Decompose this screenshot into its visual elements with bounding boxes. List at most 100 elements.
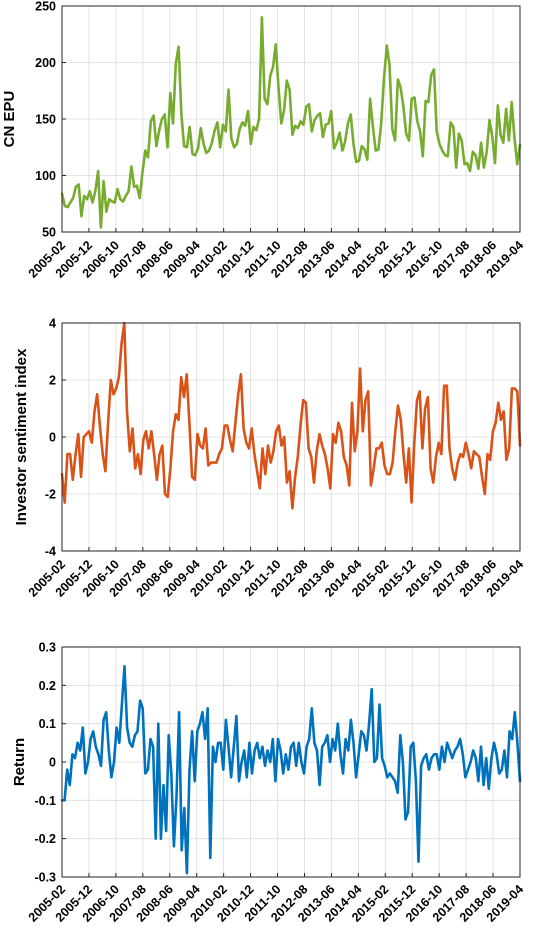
data-point: [339, 132, 340, 133]
data-point: [422, 156, 423, 157]
data-point: [220, 147, 221, 148]
data-point: [303, 773, 304, 774]
data-point: [178, 419, 179, 420]
data-point: [346, 465, 347, 466]
data-point: [420, 131, 421, 132]
data-point: [514, 712, 515, 713]
data-point: [327, 468, 328, 469]
data-point: [69, 784, 70, 785]
data-point: [379, 704, 380, 705]
data-point: [111, 777, 112, 778]
data-point: [254, 750, 255, 751]
data-point: [100, 227, 101, 228]
data-point: [423, 758, 424, 759]
data-point: [471, 468, 472, 469]
data-point: [136, 185, 137, 186]
data-point: [479, 456, 480, 457]
data-point: [142, 172, 143, 173]
data-point: [480, 746, 481, 747]
data-point: [80, 476, 81, 477]
data-point: [135, 468, 136, 469]
y-tick-label: 200: [35, 56, 56, 70]
data-point: [316, 451, 317, 452]
data-point: [225, 719, 226, 720]
data-point: [64, 800, 65, 801]
data-point: [335, 442, 336, 443]
data-point: [183, 397, 184, 398]
data-point: [472, 151, 473, 152]
y-tick-label: 50: [42, 226, 56, 240]
data-point: [267, 104, 268, 105]
data-point: [483, 784, 484, 785]
data-point: [89, 191, 90, 192]
data-point: [228, 89, 229, 90]
data-point: [283, 773, 284, 774]
data-point: [366, 750, 367, 751]
data-point: [372, 126, 373, 127]
data-point: [511, 388, 512, 389]
data-point: [433, 482, 434, 483]
data-point: [278, 87, 279, 88]
data-point: [127, 727, 128, 728]
data-point: [251, 773, 252, 774]
data-point: [403, 454, 404, 455]
data-point: [93, 731, 94, 732]
data-point: [441, 746, 442, 747]
data-point: [239, 129, 240, 130]
data-point: [223, 769, 224, 770]
data-point: [481, 142, 482, 143]
data-point: [159, 454, 160, 455]
data-point: [257, 471, 258, 472]
data-point: [364, 149, 365, 150]
data-point: [419, 391, 420, 392]
data-point: [161, 118, 162, 119]
data-point: [458, 133, 459, 134]
data-point: [504, 750, 505, 751]
data-point: [463, 456, 464, 457]
data-point: [257, 742, 258, 743]
data-point: [498, 402, 499, 403]
data-point: [473, 750, 474, 751]
data-point: [297, 456, 298, 457]
data-point: [289, 89, 290, 90]
chart-panel-1: 501001502002502005-022005-122006-102007-…: [1, 0, 526, 281]
data-point: [298, 742, 299, 743]
data-point: [145, 431, 146, 432]
y-tick-label: -0.3: [34, 871, 56, 885]
data-point: [441, 454, 442, 455]
data-point: [67, 454, 68, 455]
y-tick-label: 100: [35, 169, 56, 183]
data-point: [181, 114, 182, 115]
data-point: [150, 738, 151, 739]
data-point: [64, 205, 65, 206]
data-point: [305, 402, 306, 403]
data-point: [286, 80, 287, 81]
data-point: [467, 769, 468, 770]
data-point: [374, 761, 375, 762]
data-point: [444, 385, 445, 386]
data-point: [119, 742, 120, 743]
data-point: [231, 777, 232, 778]
data-point: [327, 735, 328, 736]
data-point: [140, 700, 141, 701]
data-point: [408, 140, 409, 141]
data-point: [272, 66, 273, 67]
data-point: [153, 746, 154, 747]
data-point: [330, 488, 331, 489]
data-point: [370, 98, 371, 99]
data-point: [110, 379, 111, 380]
data-point: [418, 861, 419, 862]
data-point: [464, 164, 465, 165]
y-tick-label: 4: [49, 317, 56, 331]
data-point: [488, 788, 489, 789]
data-point: [426, 754, 427, 755]
data-point: [125, 195, 126, 196]
data-point: [139, 198, 140, 199]
data-point: [411, 98, 412, 99]
data-point: [202, 448, 203, 449]
axes-box: [61, 5, 521, 233]
data-point: [273, 451, 274, 452]
data-point: [376, 448, 377, 449]
